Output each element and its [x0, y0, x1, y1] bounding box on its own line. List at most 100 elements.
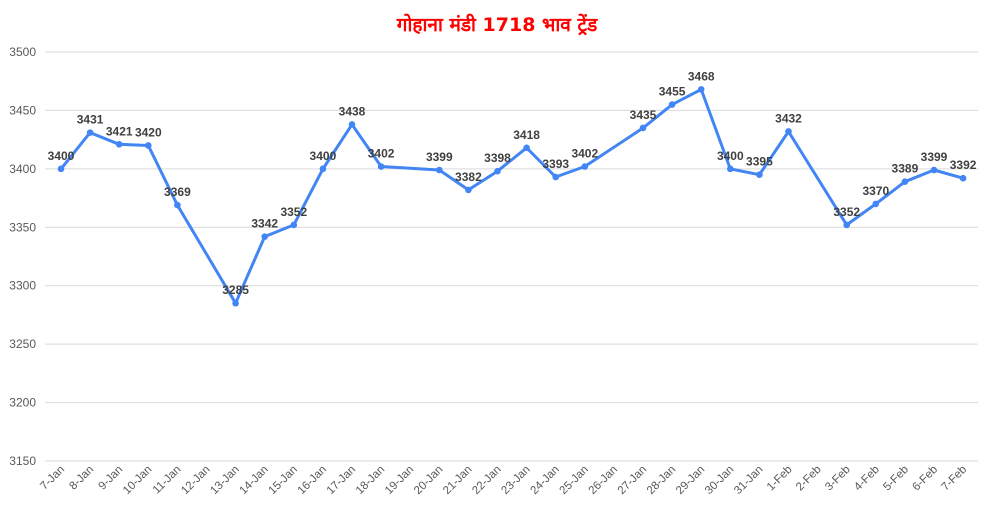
data-points: [57, 86, 967, 307]
data-point: [86, 129, 94, 136]
x-tick-label: 11-Jan: [151, 464, 184, 497]
series-line-group: [59, 87, 964, 305]
x-tick-label: 24-Jan: [528, 464, 561, 497]
x-tick-label: 1-Feb: [765, 464, 795, 494]
data-label: 3342: [251, 217, 278, 231]
data-point: [959, 174, 967, 182]
data-label: 3398: [484, 151, 511, 165]
data-label: 3400: [48, 149, 75, 163]
y-tick-label: 3300: [9, 279, 36, 293]
x-tick-label: 19-Jan: [383, 464, 416, 497]
series-line: [59, 87, 964, 305]
data-point: [930, 166, 938, 174]
data-label: 3382: [455, 170, 482, 184]
data-point: [319, 165, 327, 173]
gridlines: [45, 51, 978, 462]
data-label: 3399: [921, 150, 948, 164]
x-tick-label: 25-Jan: [558, 464, 591, 497]
data-label: 3400: [717, 149, 744, 163]
data-label: 3435: [630, 108, 657, 122]
data-label: 3399: [426, 150, 453, 164]
data-label: 3420: [135, 125, 162, 139]
data-point: [785, 128, 792, 135]
x-tick-label: 28-Jan: [645, 464, 678, 497]
chart-title: गोहाना मंडी 1718 भाव ट्रेंड: [396, 13, 598, 36]
data-label: 3432: [775, 111, 802, 125]
data-point: [465, 186, 472, 194]
data-label: 3402: [368, 147, 395, 161]
data-label: 3402: [571, 147, 598, 161]
data-point: [901, 178, 909, 186]
data-point: [523, 144, 530, 152]
data-label: 3393: [542, 157, 569, 171]
data-point: [261, 233, 269, 240]
data-label: 3421: [106, 124, 133, 138]
data-point: [290, 221, 298, 229]
x-axis: 7-Jan 8-Jan 9-Jan10-Jan11-Jan12-Jan13-Jan1…: [38, 464, 969, 497]
x-tick-label: 14-Jan: [237, 464, 270, 497]
x-tick-label: 16-Jan: [296, 464, 329, 497]
y-tick-label: 3250: [9, 337, 36, 351]
data-point: [581, 163, 589, 170]
data-label: 3418: [513, 128, 540, 142]
x-tick-label: 29-Jan: [674, 464, 707, 497]
data-label: 3431: [77, 113, 104, 127]
x-tick-label: 2-Feb: [794, 464, 824, 494]
data-point: [756, 171, 763, 178]
x-tick-label: 26-Jan: [587, 464, 620, 497]
x-tick-label: 30-Jan: [703, 464, 736, 497]
x-tick-label: 27-Jan: [616, 464, 649, 497]
data-point: [697, 86, 705, 93]
data-label: 3468: [688, 69, 715, 83]
y-tick-label: 3500: [9, 45, 36, 59]
data-point: [57, 165, 65, 173]
x-tick-label: 31-Jan: [732, 464, 765, 497]
x-tick-label: 15-Jan: [267, 464, 300, 497]
x-tick-label: 21-Jan: [441, 464, 474, 497]
data-label: 3438: [339, 104, 366, 118]
data-label: 3370: [862, 184, 889, 198]
x-tick-label: 6-Feb: [910, 464, 940, 494]
x-tick-label: 12-Jan: [179, 464, 212, 497]
y-tick-label: 3200: [9, 396, 36, 410]
data-point: [174, 201, 181, 209]
x-tick-label: 18-Jan: [354, 464, 387, 497]
data-label: 3369: [164, 185, 191, 199]
y-tick-label: 3400: [9, 162, 36, 176]
data-label: 3455: [659, 85, 686, 99]
x-tick-label: 4-Feb: [852, 464, 882, 494]
data-point: [377, 163, 385, 170]
data-label: 3400: [310, 149, 337, 163]
data-point: [668, 101, 676, 108]
data-label: 3392: [950, 158, 977, 172]
data-point: [494, 167, 501, 175]
x-tick-label: 23-Jan: [499, 464, 532, 497]
x-tick-label: 13-Jan: [208, 464, 241, 497]
data-point: [843, 221, 850, 229]
y-axis: 3150 3200 3250 3300 3350 3400 3450 3500: [9, 45, 36, 468]
y-tick-label: 3450: [9, 103, 36, 117]
x-tick-label: 10-Jan: [121, 464, 154, 497]
data-label: 3352: [280, 205, 307, 219]
data-label: 3389: [892, 162, 919, 176]
x-tick-label: 7-Jan: [38, 464, 67, 493]
data-point: [727, 165, 734, 173]
data-point: [872, 200, 880, 208]
x-tick-label: 22-Jan: [470, 464, 503, 497]
x-tick-label: 8-Jan: [67, 464, 96, 493]
data-label: 3352: [833, 205, 860, 219]
x-tick-label: 3-Feb: [823, 464, 853, 494]
data-point: [639, 124, 647, 132]
data-point: [552, 173, 559, 181]
x-tick-label: 7-Feb: [939, 464, 969, 494]
data-label: 3285: [222, 283, 249, 297]
data-point: [232, 299, 239, 307]
data-point: [145, 142, 152, 149]
data-label: 3395: [746, 155, 773, 169]
y-tick-label: 3350: [9, 220, 36, 234]
x-tick-label: 5-Feb: [881, 464, 911, 494]
data-point: [348, 121, 356, 128]
